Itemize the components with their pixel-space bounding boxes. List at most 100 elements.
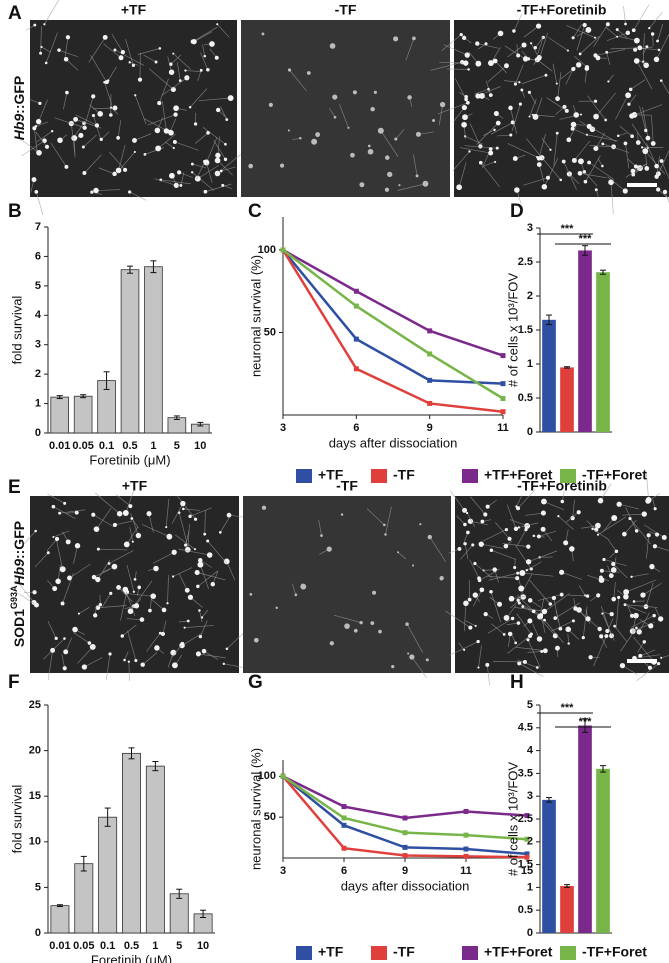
cell: [461, 104, 468, 111]
cell: [90, 190, 94, 194]
error-bar: [600, 269, 606, 275]
cell: [581, 635, 585, 640]
neurite: [176, 62, 181, 81]
cell: [367, 144, 371, 148]
neurite: [522, 572, 554, 577]
cell: [644, 166, 650, 171]
legend-swatch: [462, 469, 478, 483]
neurite: [527, 651, 542, 653]
cell: [642, 60, 645, 63]
cell: [634, 529, 639, 533]
cell: [333, 115, 337, 119]
neurite: [624, 519, 637, 535]
cell: [605, 629, 610, 634]
cell: [195, 651, 201, 657]
cell: [42, 138, 47, 144]
cell: [166, 602, 169, 605]
cell: [516, 53, 521, 58]
cell: [215, 107, 221, 113]
neurite: [35, 131, 48, 148]
cell: [643, 62, 649, 69]
neurite: [430, 61, 463, 71]
x-axis-label: Foretinib (μM): [89, 452, 170, 467]
neurite: [127, 630, 137, 661]
neurite: [204, 510, 206, 535]
neurite: [107, 66, 117, 81]
cell: [567, 642, 570, 645]
neurite: [125, 490, 135, 514]
cell: [203, 189, 208, 194]
neurite: [429, 536, 447, 563]
cell: [610, 567, 617, 573]
cell: [63, 501, 67, 505]
cell: [384, 187, 390, 192]
bar: [122, 752, 141, 934]
neurite: [643, 524, 665, 538]
neurite: [516, 529, 527, 546]
cell: [398, 184, 401, 187]
cell: [525, 568, 529, 572]
neurite: [178, 512, 188, 543]
cell: [370, 621, 375, 625]
cell: [109, 591, 113, 595]
cell: [607, 80, 610, 83]
neurite: [636, 60, 653, 90]
error-bar: [80, 855, 87, 872]
side-label: Hb9::GFP: [11, 76, 27, 141]
cell: [586, 123, 592, 130]
neurite: [213, 140, 226, 160]
cell: [540, 510, 546, 516]
cell: [384, 533, 387, 536]
cell: [439, 575, 444, 581]
neurite: [492, 661, 525, 663]
cell: [93, 187, 99, 194]
cell: [661, 534, 667, 541]
cell: [527, 618, 533, 624]
cell: [605, 50, 609, 54]
neurite: [120, 591, 128, 621]
cell: [59, 566, 66, 573]
cell: [275, 606, 278, 610]
cell: [367, 148, 374, 155]
cell: [585, 616, 591, 622]
cell: [495, 120, 501, 126]
x-tick-label: 0.05: [73, 940, 94, 952]
panel-letter: A: [8, 3, 22, 24]
neurite: [601, 570, 620, 573]
cell: [46, 551, 50, 555]
cell: [504, 63, 509, 69]
cell: [143, 152, 147, 156]
cell: [555, 645, 560, 651]
neurite: [16, 591, 37, 606]
bar: [74, 863, 94, 934]
cell: [64, 164, 69, 169]
point: [463, 808, 469, 814]
neurite: [217, 160, 233, 176]
cell: [466, 530, 470, 535]
cell: [91, 512, 96, 517]
cell: [412, 36, 416, 41]
neurite: [124, 589, 136, 617]
cell: [198, 634, 203, 639]
neurite: [212, 571, 219, 585]
neurite: [565, 68, 574, 85]
cell: [172, 52, 175, 55]
neurite: [123, 592, 154, 597]
neurite: [73, 632, 90, 644]
cell: [464, 52, 470, 58]
neurite: [639, 106, 647, 131]
x-tick-label: 0.5: [124, 940, 139, 952]
bar: [167, 417, 187, 434]
neurite: [566, 25, 596, 38]
cell: [650, 141, 656, 146]
legend-swatch: [371, 469, 387, 483]
neurite: [517, 489, 536, 509]
cell: [439, 101, 446, 108]
x-tick-label: 0.1: [100, 940, 115, 952]
cell: [584, 66, 590, 71]
cell: [183, 626, 186, 629]
panel-letter: H: [510, 672, 524, 693]
neurite: [511, 103, 521, 131]
legend-label: +TF: [318, 944, 344, 960]
